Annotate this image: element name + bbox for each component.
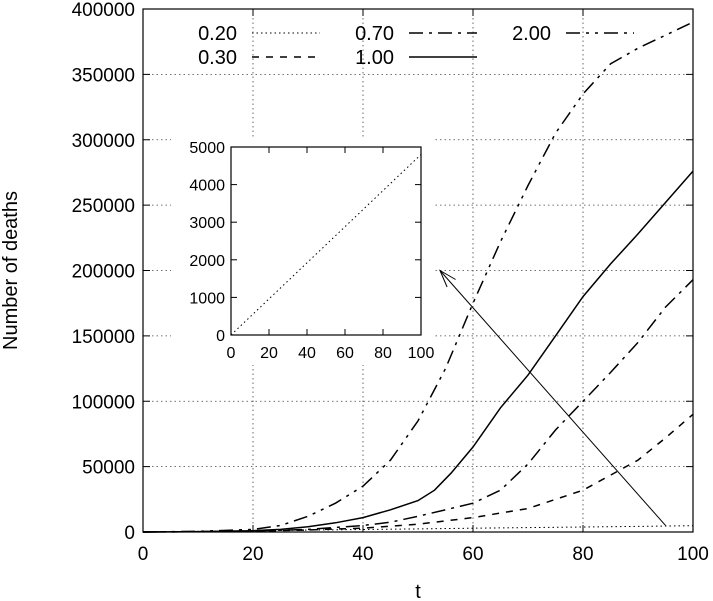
main-series-group bbox=[142, 21, 694, 533]
inset-x-tick-label: 60 bbox=[336, 345, 354, 362]
y-tick-label: 0 bbox=[124, 523, 135, 544]
y-tick-label: 100000 bbox=[72, 392, 135, 413]
y-tick-label: 50000 bbox=[82, 458, 135, 479]
inset-y-tick-label: 1000 bbox=[189, 290, 225, 307]
inset-y-tick-label: 4000 bbox=[189, 178, 225, 195]
y-tick-label: 300000 bbox=[72, 131, 135, 152]
legend-label: 2.00 bbox=[512, 23, 551, 45]
inset-x-tick-label: 80 bbox=[374, 345, 392, 362]
series-line-1-00 bbox=[142, 170, 694, 533]
inset-series-group bbox=[230, 154, 422, 336]
x-tick-label: 80 bbox=[572, 544, 593, 565]
inset-y-tick-label: 5000 bbox=[189, 140, 225, 157]
inset-x-tick-label: 20 bbox=[260, 345, 278, 362]
x-tick-label: 100 bbox=[677, 544, 709, 565]
series-line-0-20 bbox=[142, 525, 694, 533]
series-line-0-70 bbox=[142, 279, 694, 533]
y-tick-label: 250000 bbox=[72, 196, 135, 217]
y-axis-label: Number of deaths bbox=[0, 191, 22, 350]
x-axis-label: t bbox=[415, 581, 421, 601]
legend-label: 0.70 bbox=[355, 23, 394, 45]
inset-background bbox=[171, 137, 433, 365]
x-tick-label: 0 bbox=[138, 544, 149, 565]
legend-label: 0.30 bbox=[198, 47, 237, 69]
x-tick-label: 60 bbox=[462, 544, 483, 565]
legend-label: 1.00 bbox=[355, 47, 394, 69]
y-tick-label: 200000 bbox=[72, 262, 135, 283]
inset-series-line bbox=[230, 154, 422, 336]
annotation-group bbox=[438, 269, 666, 526]
legend: 0.200.30 0.701.00 2.00 bbox=[198, 23, 634, 69]
inset-y-tick-label: 2000 bbox=[189, 253, 225, 270]
x-tick-label: 40 bbox=[352, 544, 373, 565]
inset-x-tick-label: 0 bbox=[227, 345, 236, 362]
annotation-arrow-shaft bbox=[439, 270, 666, 526]
y-tick-label: 150000 bbox=[72, 327, 135, 348]
inset-y-tick-label: 3000 bbox=[189, 215, 225, 232]
inset-plot-frame bbox=[230, 146, 422, 336]
inset-y-tick-label: 0 bbox=[216, 328, 225, 345]
inset-x-tick-label: 40 bbox=[298, 345, 316, 362]
series-line-2-00 bbox=[142, 21, 694, 533]
main-ticks: 0 20 40 60 80 1000500001000001500002000002500… bbox=[72, 0, 709, 565]
legend-label: 0.20 bbox=[198, 23, 237, 45]
annotation-arrow-head bbox=[438, 269, 456, 288]
y-tick-label: 350000 bbox=[72, 65, 135, 86]
y-tick-label: 400000 bbox=[72, 0, 135, 21]
x-tick-label: 20 bbox=[242, 544, 263, 565]
inset-x-tick-label: 100 bbox=[408, 345, 435, 362]
